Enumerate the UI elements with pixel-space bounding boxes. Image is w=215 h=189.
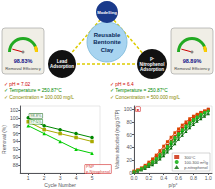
svg-text:Removal Efficiency: Removal Efficiency [5, 66, 41, 71]
svg-text:1: 1 [27, 175, 30, 181]
svg-text:1.0: 1.0 [205, 175, 212, 181]
svg-text:102: 102 [10, 107, 19, 113]
svg-text:p/p°: p/p° [169, 182, 178, 188]
svg-text:Cycle Number: Cycle Number [44, 182, 76, 188]
svg-text:98: 98 [13, 123, 19, 129]
svg-text:p-: p- [150, 56, 155, 61]
svg-text:Modelling: Modelling [97, 10, 117, 15]
svg-text:4: 4 [75, 175, 78, 181]
svg-text:Removal (%): Removal (%) [1, 125, 7, 154]
svg-text:2: 2 [43, 175, 46, 181]
svg-text:20: 20 [126, 157, 132, 163]
svg-text:100: 100 [124, 106, 133, 112]
svg-text:Volume adsorbed (mg/g STP): Volume adsorbed (mg/g STP) [115, 109, 120, 169]
svg-text:✓ Concentration = 500.000 mg/L: ✓ Concentration = 500.000 mg/L [110, 95, 180, 100]
svg-text:3: 3 [59, 175, 62, 181]
svg-text:40: 40 [126, 144, 132, 150]
svg-text:96: 96 [13, 131, 19, 137]
svg-text:0.0: 0.0 [131, 175, 138, 181]
svg-text:0: 0 [129, 170, 132, 176]
svg-text:88: 88 [13, 162, 19, 168]
svg-text:0.2: 0.2 [145, 175, 152, 181]
svg-text:Adsorption: Adsorption [50, 64, 74, 69]
svg-text:p-nitrophenol: p-nitrophenol [184, 165, 207, 170]
svg-text:300°C: 300°C [184, 154, 196, 160]
svg-text:Lead: Lead [57, 59, 68, 64]
svg-text:Bentonite: Bentonite [93, 39, 121, 45]
svg-text:100: 100 [10, 115, 19, 121]
svg-text:✓ Concentration = 100.000 mg/L: ✓ Concentration = 100.000 mg/L [4, 95, 74, 100]
svg-text:100-300 m²/g: 100-300 m²/g [184, 159, 208, 165]
svg-text:Removal Efficiency: Removal Efficiency [174, 66, 210, 71]
svg-text:✓ pH = 6.4: ✓ pH = 6.4 [110, 82, 134, 87]
svg-text:0.6: 0.6 [175, 175, 182, 181]
svg-text:Adsorption: Adsorption [140, 67, 164, 72]
svg-text:✓ pH = 7.02: ✓ pH = 7.02 [4, 82, 31, 87]
svg-text:■: ■ [137, 107, 140, 112]
svg-text:98.89%: 98.89% [183, 58, 202, 64]
svg-text:80: 80 [126, 119, 132, 125]
svg-text:Reusable: Reusable [94, 32, 121, 38]
svg-text:94: 94 [13, 138, 19, 144]
svg-text:90: 90 [13, 154, 19, 160]
svg-text:PNP: PNP [86, 164, 95, 170]
svg-text:✓ Temperature = 250.87°C: ✓ Temperature = 250.87°C [110, 88, 168, 93]
svg-text:p-Nitrophenol: p-Nitrophenol [86, 169, 110, 174]
svg-text:60: 60 [126, 132, 132, 138]
svg-text:0.4: 0.4 [160, 175, 167, 181]
svg-text:✓ Temperature = 250.87°C: ✓ Temperature = 250.87°C [4, 88, 62, 93]
svg-text:97.5%: 97.5% [30, 119, 42, 124]
svg-text:5: 5 [91, 175, 94, 181]
svg-text:Nitrophenol: Nitrophenol [139, 62, 164, 67]
svg-text:98.8%: 98.8% [30, 113, 42, 118]
svg-text:92: 92 [13, 146, 19, 152]
svg-text:0.8: 0.8 [190, 175, 197, 181]
svg-text:98.83%: 98.83% [14, 58, 33, 64]
svg-text:Clay: Clay [101, 47, 114, 53]
